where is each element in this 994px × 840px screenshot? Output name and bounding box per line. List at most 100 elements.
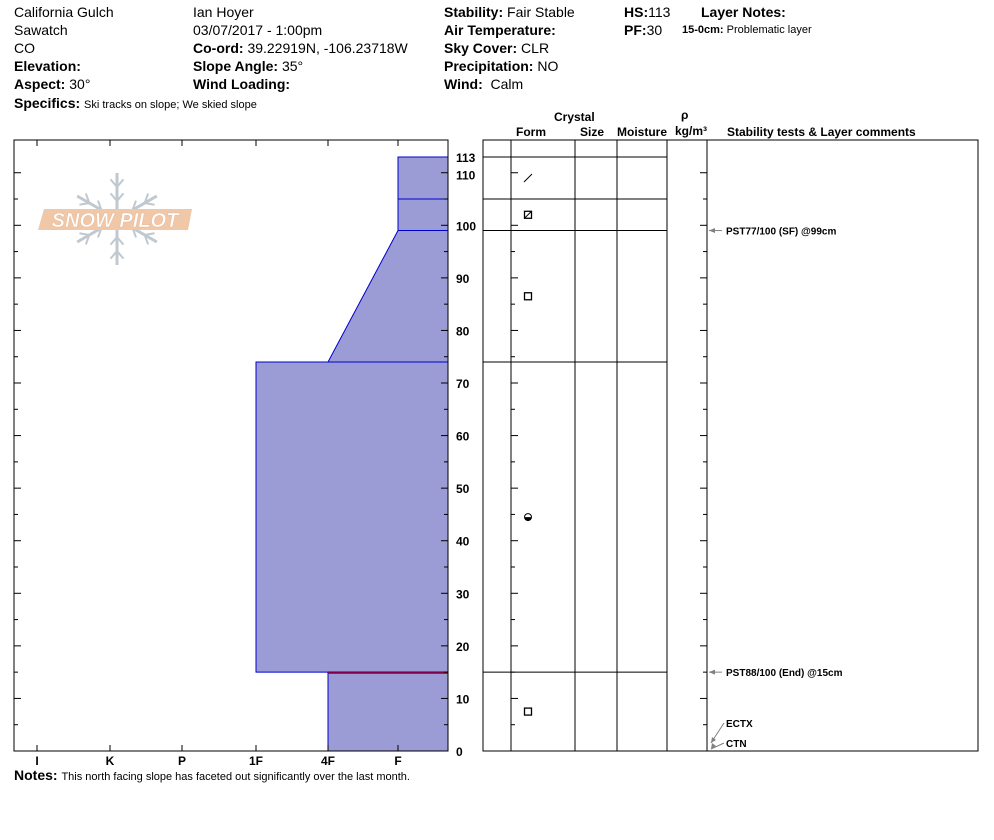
hardness-label: K [106, 754, 115, 768]
melt-freeze-icon [524, 517, 532, 521]
elevation: Elevation: [14, 58, 81, 74]
height-label: 80 [456, 324, 470, 338]
hardness-label: I [35, 754, 38, 768]
snowflake-icon [109, 236, 118, 246]
height-label: 110 [456, 169, 476, 183]
snowflake-icon [143, 193, 150, 204]
pf-label: PF: [624, 22, 647, 38]
height-label: 60 [456, 430, 470, 444]
snowflake-icon [79, 232, 90, 236]
stability-test: PST88/100 (End) @15cm [726, 668, 843, 679]
test-arrow-icon [711, 743, 716, 749]
faceted-rounded-icon [524, 211, 532, 219]
test-arrow-icon [709, 669, 715, 675]
hardness-layer [397, 156, 449, 200]
snowflake-icon [84, 193, 91, 204]
state: CO [14, 40, 35, 56]
sky-value: CLR [521, 40, 550, 56]
hardness-layer [255, 361, 449, 673]
location: California Gulch [14, 4, 114, 20]
hardness-layer [327, 230, 449, 363]
logo-text: SNOW PILOT [52, 210, 180, 232]
layer-note-range: 15-0cm: [682, 24, 724, 36]
density-header: kg/m³ [675, 124, 708, 138]
notes-label: Notes: [14, 767, 58, 783]
snowflake-icon [143, 234, 150, 245]
snowflake-icon [84, 234, 91, 245]
aspect-value: 30° [69, 76, 91, 92]
wind-loading-label: Wind Loading: [193, 76, 291, 92]
height-label: 0 [456, 745, 463, 759]
snowflake-icon [109, 192, 118, 202]
stability-test: CTN [726, 739, 747, 750]
snowflake-icon [97, 200, 103, 211]
comments-header: Stability tests & Layer comments [727, 125, 916, 139]
range: Sawatch [14, 22, 68, 38]
faceted-rounded-icon [523, 210, 533, 219]
size-header: Size [580, 125, 605, 139]
hardness-label: 4F [321, 754, 335, 768]
rho-header: ρ [681, 108, 689, 122]
height-label: 113 [456, 151, 476, 165]
height-label: 20 [456, 640, 470, 654]
snowflake-icon [144, 202, 155, 206]
hardness-label: 1F [249, 754, 263, 768]
height-label: 70 [456, 377, 470, 391]
crystal-header: Crystal [554, 110, 595, 124]
snowflake-icon [116, 250, 125, 260]
height-label: 90 [456, 272, 470, 286]
specifics-label: Specifics: [14, 95, 81, 111]
aspect: Aspect: 30° [14, 76, 90, 92]
coord-value: 39.22919N, -106.23718W [247, 40, 408, 56]
snowflake-icon [116, 178, 125, 188]
precip-value: NO [537, 58, 559, 74]
height-label: 30 [456, 587, 470, 601]
layer-note: Problematic layer [726, 24, 812, 36]
snowflake-icon [116, 236, 125, 246]
datetime: 03/07/2017 - 1:00pm [193, 22, 323, 38]
snowflake-icon [109, 250, 118, 260]
hardness-plot-frame [13, 139, 449, 752]
precip-label: Precipitation: [444, 58, 534, 74]
hardness-label: F [394, 754, 401, 768]
snowflake-icon [144, 232, 155, 236]
snowflake-icon [116, 192, 125, 202]
test-arrow-icon [709, 228, 715, 234]
snowflake-icon [131, 200, 137, 211]
test-arrow-icon [710, 742, 725, 750]
stability-test: ECTX [726, 719, 753, 730]
height-label: 100 [456, 219, 476, 233]
pf-value: 30 [646, 22, 663, 38]
height-label: 40 [456, 535, 470, 549]
specifics: Specifics: Ski tracks on slope; We skied… [14, 95, 257, 111]
logo-banner [38, 209, 192, 230]
wind-value: Calm [490, 76, 524, 92]
stability-value: Fair Stable [507, 4, 575, 20]
hardness-layer [397, 198, 449, 232]
height-label: 10 [456, 692, 470, 706]
aspect-label: Aspect: [14, 76, 66, 92]
stability-test: PST77/100 (SF) @99cm [726, 227, 836, 238]
elevation-label: Elevation: [14, 58, 81, 74]
hardness-layer [327, 671, 449, 752]
layer-table-frame [482, 139, 979, 752]
test-arrow-icon [711, 737, 716, 743]
sky-label: Sky Cover: [444, 40, 518, 56]
decomposing-fragments-icon [523, 173, 533, 183]
hardness-label: P [178, 754, 186, 768]
form-header: Form [516, 125, 546, 139]
snowflake-icon [109, 178, 118, 188]
observer: Ian Hoyer [193, 4, 254, 20]
height-label: 50 [456, 482, 470, 496]
notes-value: This north facing slope has faceted out … [61, 771, 410, 783]
stability-label: Stability: [444, 4, 504, 20]
hs-label: HS: [624, 4, 649, 20]
specifics-value: Ski tracks on slope; We skied slope [84, 99, 257, 111]
wind-label: Wind: [444, 76, 483, 92]
moisture-header: Moisture [617, 125, 668, 139]
air-temp-label: Air Temperature: [444, 22, 556, 38]
slope-value: 35° [281, 58, 304, 74]
hs-value: 113 [648, 4, 671, 20]
slope-label: Slope Angle: [193, 58, 279, 74]
